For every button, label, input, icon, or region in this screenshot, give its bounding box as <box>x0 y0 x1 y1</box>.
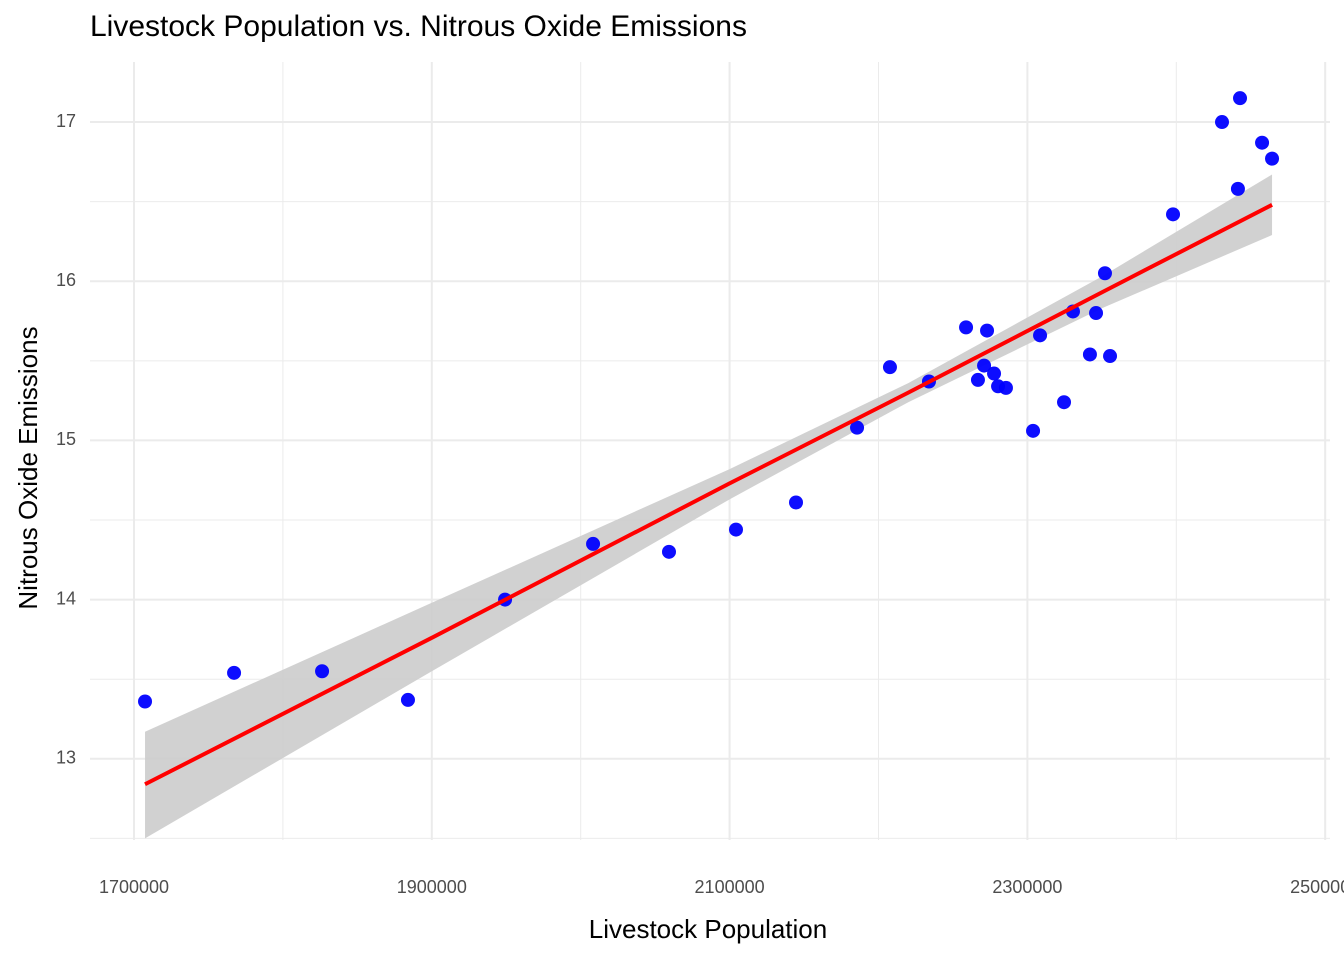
point <box>1082 347 1097 362</box>
y-tick-label: 14 <box>56 588 76 608</box>
y-axis-title: Nitrous Oxide Emissions <box>13 326 43 609</box>
x-tick-label: 1700000 <box>99 877 169 897</box>
point <box>1233 91 1248 106</box>
chart-title: Livestock Population vs. Nitrous Oxide E… <box>90 10 747 43</box>
point <box>977 358 992 373</box>
point <box>315 664 330 679</box>
y-tick-label: 17 <box>56 111 76 131</box>
y-tick-label: 13 <box>56 748 76 768</box>
confidence-band <box>145 174 1273 839</box>
point <box>789 495 804 510</box>
point <box>987 366 1002 381</box>
point <box>227 665 242 680</box>
point <box>728 522 743 537</box>
fit-line <box>144 203 1273 787</box>
point <box>970 372 985 387</box>
point <box>1057 395 1072 410</box>
x-tick-label: 2500000 <box>1290 877 1344 897</box>
point <box>1089 306 1104 321</box>
x-tick-label: 2100000 <box>695 877 765 897</box>
point <box>1255 135 1270 150</box>
y-tick-label: 16 <box>56 270 76 290</box>
point <box>980 323 995 338</box>
point <box>661 544 676 559</box>
point <box>1265 151 1280 166</box>
point <box>850 420 865 435</box>
point <box>138 694 153 709</box>
y-tick-label: 15 <box>56 429 76 449</box>
point <box>400 692 415 707</box>
point <box>1033 328 1048 343</box>
point <box>998 380 1013 395</box>
point <box>1166 207 1181 222</box>
point <box>1215 115 1230 130</box>
point <box>1097 266 1112 281</box>
point <box>586 536 601 551</box>
x-tick-label: 2300000 <box>992 877 1062 897</box>
point <box>959 320 974 335</box>
point <box>1230 181 1245 196</box>
x-tick-label: 1900000 <box>397 877 467 897</box>
point <box>882 360 897 375</box>
point <box>1103 349 1118 364</box>
point <box>1026 423 1041 438</box>
x-axis-title: Livestock Population <box>589 914 827 944</box>
